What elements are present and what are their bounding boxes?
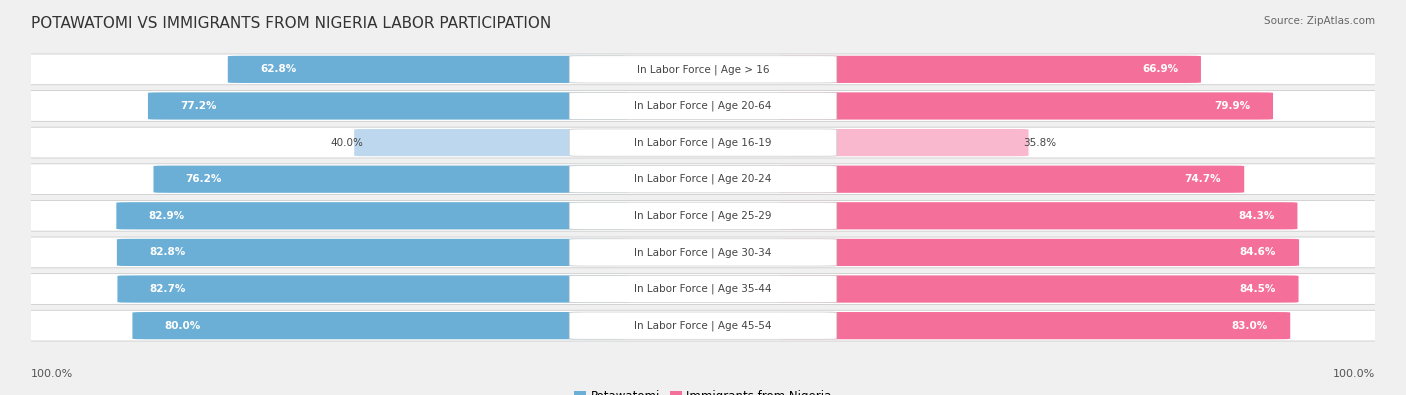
FancyBboxPatch shape bbox=[778, 275, 1299, 303]
Text: In Labor Force | Age 30-34: In Labor Force | Age 30-34 bbox=[634, 247, 772, 258]
FancyBboxPatch shape bbox=[11, 200, 1395, 231]
Text: 77.2%: 77.2% bbox=[180, 101, 217, 111]
Text: 84.6%: 84.6% bbox=[1240, 247, 1277, 258]
FancyBboxPatch shape bbox=[11, 310, 1395, 341]
Text: 62.8%: 62.8% bbox=[260, 64, 297, 74]
FancyBboxPatch shape bbox=[569, 275, 837, 303]
Text: In Labor Force | Age 16-19: In Labor Force | Age 16-19 bbox=[634, 137, 772, 148]
FancyBboxPatch shape bbox=[778, 166, 1244, 193]
FancyBboxPatch shape bbox=[11, 164, 1395, 195]
Text: In Labor Force | Age 20-24: In Labor Force | Age 20-24 bbox=[634, 174, 772, 184]
FancyBboxPatch shape bbox=[569, 92, 837, 120]
Text: 74.7%: 74.7% bbox=[1185, 174, 1222, 184]
Text: 82.9%: 82.9% bbox=[149, 211, 184, 221]
Text: 66.9%: 66.9% bbox=[1142, 64, 1178, 74]
FancyBboxPatch shape bbox=[148, 92, 628, 120]
Text: 83.0%: 83.0% bbox=[1232, 321, 1267, 331]
FancyBboxPatch shape bbox=[569, 239, 837, 266]
FancyBboxPatch shape bbox=[569, 312, 837, 339]
Text: 84.5%: 84.5% bbox=[1239, 284, 1275, 294]
FancyBboxPatch shape bbox=[11, 90, 1395, 121]
Text: 79.9%: 79.9% bbox=[1213, 101, 1250, 111]
FancyBboxPatch shape bbox=[778, 202, 1298, 229]
FancyBboxPatch shape bbox=[117, 239, 628, 266]
FancyBboxPatch shape bbox=[569, 56, 837, 83]
Legend: Potawatomi, Immigrants from Nigeria: Potawatomi, Immigrants from Nigeria bbox=[569, 385, 837, 395]
FancyBboxPatch shape bbox=[778, 239, 1299, 266]
Text: 76.2%: 76.2% bbox=[186, 174, 222, 184]
FancyBboxPatch shape bbox=[778, 312, 1291, 339]
Text: In Labor Force | Age 35-44: In Labor Force | Age 35-44 bbox=[634, 284, 772, 294]
FancyBboxPatch shape bbox=[778, 56, 1201, 83]
Text: 40.0%: 40.0% bbox=[330, 137, 364, 148]
FancyBboxPatch shape bbox=[778, 92, 1272, 120]
Text: 84.3%: 84.3% bbox=[1239, 211, 1275, 221]
FancyBboxPatch shape bbox=[11, 274, 1395, 305]
Text: In Labor Force | Age 25-29: In Labor Force | Age 25-29 bbox=[634, 211, 772, 221]
FancyBboxPatch shape bbox=[132, 312, 628, 339]
Text: 100.0%: 100.0% bbox=[31, 369, 73, 379]
FancyBboxPatch shape bbox=[11, 237, 1395, 268]
FancyBboxPatch shape bbox=[11, 54, 1395, 85]
FancyBboxPatch shape bbox=[118, 275, 628, 303]
FancyBboxPatch shape bbox=[11, 127, 1395, 158]
FancyBboxPatch shape bbox=[569, 202, 837, 229]
Text: In Labor Force | Age > 16: In Labor Force | Age > 16 bbox=[637, 64, 769, 75]
Text: In Labor Force | Age 45-54: In Labor Force | Age 45-54 bbox=[634, 320, 772, 331]
FancyBboxPatch shape bbox=[153, 166, 628, 193]
Text: 82.8%: 82.8% bbox=[149, 247, 186, 258]
Text: 100.0%: 100.0% bbox=[1333, 369, 1375, 379]
FancyBboxPatch shape bbox=[354, 129, 628, 156]
FancyBboxPatch shape bbox=[228, 56, 628, 83]
Text: Source: ZipAtlas.com: Source: ZipAtlas.com bbox=[1264, 16, 1375, 26]
Text: 80.0%: 80.0% bbox=[165, 321, 201, 331]
Text: POTAWATOMI VS IMMIGRANTS FROM NIGERIA LABOR PARTICIPATION: POTAWATOMI VS IMMIGRANTS FROM NIGERIA LA… bbox=[31, 16, 551, 31]
Text: 82.7%: 82.7% bbox=[149, 284, 186, 294]
Text: In Labor Force | Age 20-64: In Labor Force | Age 20-64 bbox=[634, 101, 772, 111]
FancyBboxPatch shape bbox=[778, 129, 1029, 156]
Text: 35.8%: 35.8% bbox=[1024, 137, 1056, 148]
FancyBboxPatch shape bbox=[569, 166, 837, 193]
FancyBboxPatch shape bbox=[117, 202, 628, 229]
FancyBboxPatch shape bbox=[569, 129, 837, 156]
